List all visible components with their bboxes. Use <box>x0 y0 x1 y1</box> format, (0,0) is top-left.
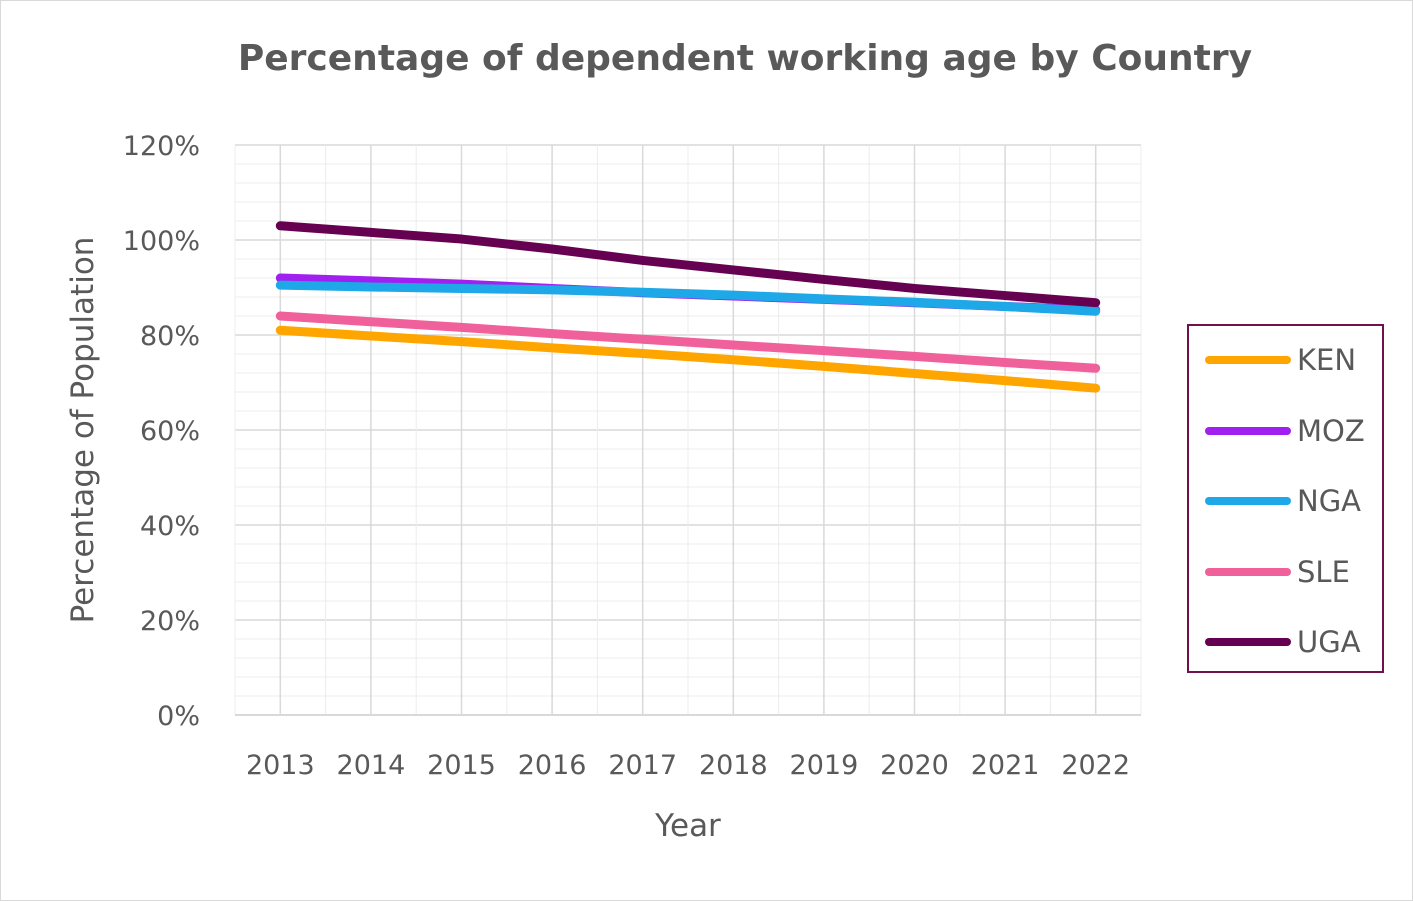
x-tick-label: 2016 <box>518 750 587 781</box>
series-line-nga <box>275 280 1101 316</box>
x-tick-label: 2020 <box>880 750 949 781</box>
y-tick-label: 80% <box>140 321 200 352</box>
x-tick-label: 2019 <box>790 750 859 781</box>
y-tick-label: 100% <box>123 226 200 257</box>
x-tick-label: 2014 <box>337 750 406 781</box>
y-tick-label: 0% <box>157 701 200 732</box>
x-axis-title: Year <box>654 808 721 844</box>
x-tick-label: 2013 <box>246 750 315 781</box>
legend-item-uga: UGA <box>1203 624 1383 664</box>
legend-item-ken: KEN <box>1203 342 1383 382</box>
legend-swatch <box>1205 567 1291 576</box>
legend-item-moz: MOZ <box>1203 413 1383 453</box>
y-axis-title: Percentage of Population <box>65 237 101 624</box>
series-line-sle <box>275 311 1101 373</box>
legend-label: KEN <box>1297 343 1357 377</box>
legend-swatch <box>1205 426 1291 435</box>
x-tick-label: 2021 <box>971 750 1040 781</box>
chart-title: Percentage of dependent working age by C… <box>237 38 1253 79</box>
legend-swatch <box>1205 497 1291 505</box>
legend-item-nga: NGA <box>1203 483 1383 523</box>
x-tick-label: 2022 <box>1061 750 1130 781</box>
series-line-uga <box>275 221 1101 308</box>
legend-label: SLE <box>1297 554 1350 589</box>
legend: KEN MOZ NGA SLE UGA <box>1187 324 1384 673</box>
x-tick-label: 2017 <box>608 750 677 781</box>
legend-label: NGA <box>1297 484 1362 518</box>
y-tick-label: 120% <box>123 131 200 162</box>
legend-label: MOZ <box>1297 413 1365 448</box>
x-tick-label: 2018 <box>699 750 768 781</box>
legend-item-sle: SLE <box>1203 554 1383 594</box>
series-line-ken <box>275 325 1101 393</box>
legend-label: UGA <box>1297 625 1361 659</box>
y-tick-label: 40% <box>140 511 200 542</box>
y-tick-label: 20% <box>140 606 200 637</box>
legend-swatch <box>1205 638 1291 646</box>
x-tick-label: 2015 <box>427 750 496 781</box>
legend-swatch <box>1205 356 1291 364</box>
y-tick-label: 60% <box>140 416 200 447</box>
